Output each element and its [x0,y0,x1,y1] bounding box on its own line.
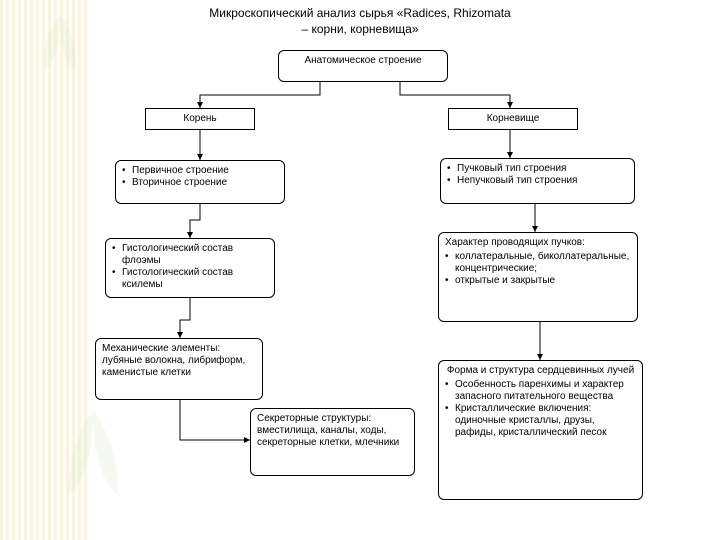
node-root: Корень [145,108,255,130]
node-header: Характер проводящих пучков: [445,237,631,249]
list-item: Вторичное строение [130,177,278,189]
list-item: Первичное строение [130,165,278,177]
node-rhizome: Корневище [448,108,578,130]
page-title: Микроскопический анализ сырья «Radices, … [130,6,590,37]
node-histology: Гистологический состав флоэмы Гистологич… [105,238,275,298]
node-label: Корневище [487,113,540,124]
list-item: коллатеральные, биколлатеральные, концен… [453,251,631,275]
node-label: Корень [183,113,216,124]
list-item: Пучковый тип строения [455,163,628,175]
leaf-decoration-1 [30,10,90,90]
node-structure-types: Первичное строение Вторичное строение [115,160,285,204]
list-item: Особенность паренхимы и характер запасно… [453,379,636,403]
node-label: Анатомическое строение [304,55,421,66]
node-bundle-character: Характер проводящих пучков: коллатеральн… [438,232,638,322]
node-anatomical-structure: Анатомическое строение [278,50,448,82]
node-rays-crystals: Форма и структура сердцевинных лучей Осо… [438,360,643,500]
node-text: Секреторные структуры: вместилища, канал… [257,413,399,448]
list-item: Гистологический состав ксилемы [120,267,268,291]
node-secretory: Секреторные структуры: вместилища, канал… [250,408,415,476]
list-item: Гистологический состав флоэмы [120,243,268,267]
node-mechanical: Механические элементы: лубяные волокна, … [95,338,263,400]
node-bundle-types: Пучковый тип строения Непучковый тип стр… [440,158,635,204]
list-item: Кристаллические включения: одиночные кри… [453,403,636,439]
list-item: открытые и закрытые [453,275,631,287]
list-item: Непучковый тип строения [455,175,628,187]
title-line-1: Микроскопический анализ сырья «Radices, … [209,6,510,20]
node-header: Форма и структура сердцевинных лучей [445,365,636,377]
title-line-2: – корни, корневища» [301,22,418,36]
leaf-decoration-2 [58,405,128,525]
node-text: Механические элементы: лубяные волокна, … [102,343,245,378]
